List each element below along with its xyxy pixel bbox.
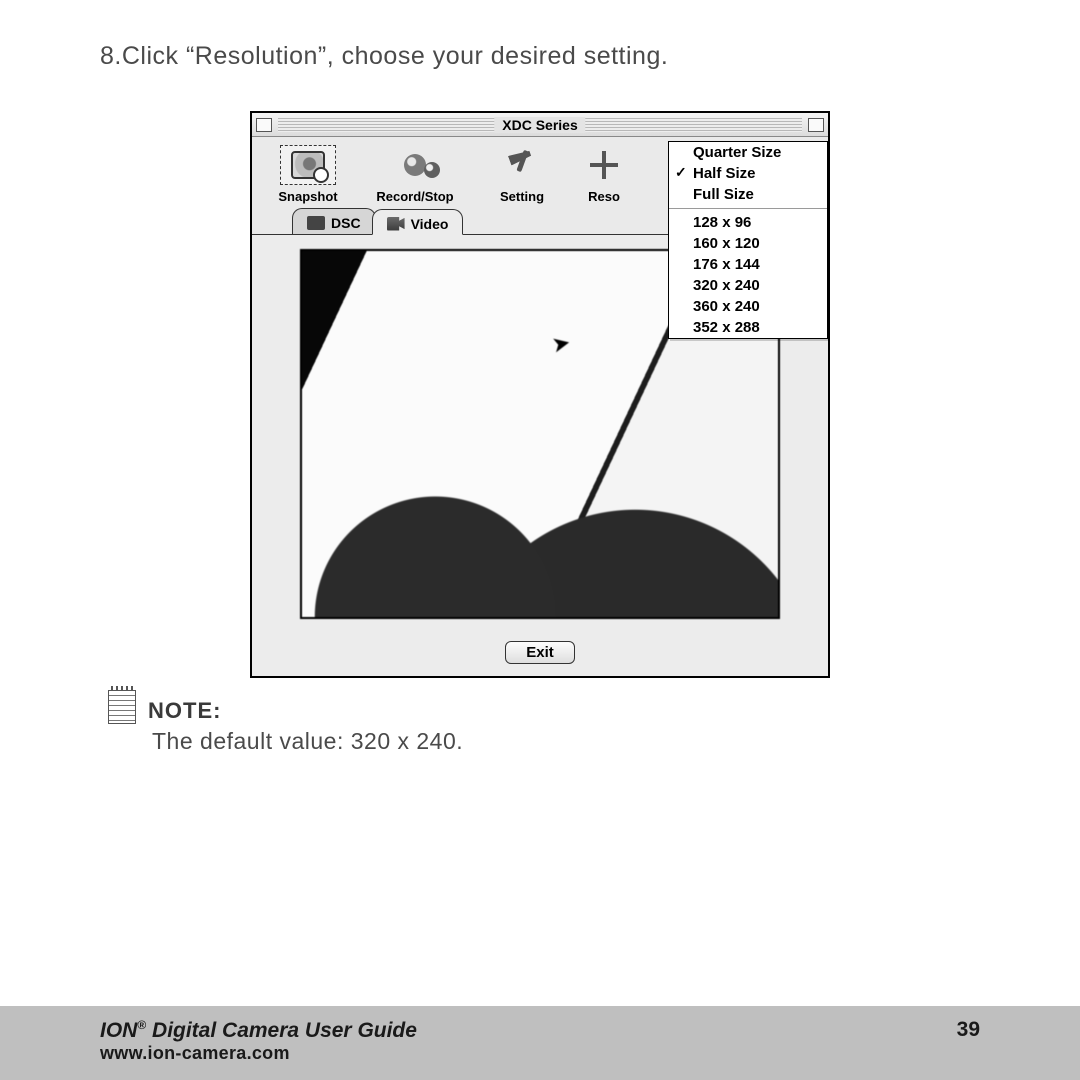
- resolution-menu[interactable]: Quarter Size Half Size Full Size 128 x 9…: [668, 141, 828, 339]
- snapshot-button[interactable]: Snapshot: [264, 145, 352, 204]
- window-title: XDC Series: [494, 117, 585, 133]
- footer-url: www.ion-camera.com: [100, 1043, 417, 1064]
- record-label: Record/Stop: [360, 189, 470, 204]
- page-number: 39: [957, 1018, 980, 1042]
- footer-left: ION® Digital Camera User Guide www.ion-c…: [100, 1018, 417, 1064]
- titlebar-close-box[interactable]: [256, 118, 272, 132]
- footer-title: ION® Digital Camera User Guide: [100, 1018, 417, 1043]
- footer-title-rest: Digital Camera User Guide: [146, 1019, 417, 1042]
- tab-dsc[interactable]: DSC: [292, 208, 376, 234]
- menu-item-half-size[interactable]: Half Size: [669, 163, 827, 184]
- setting-button[interactable]: Setting: [478, 145, 566, 204]
- resolution-label: Reso: [574, 189, 634, 204]
- note-label: NOTE:: [148, 698, 221, 724]
- registered-mark: ®: [137, 1018, 146, 1032]
- menu-item-320x240[interactable]: 320 x 240: [669, 275, 827, 296]
- cursor-icon: ➤: [549, 329, 572, 358]
- setting-label: Setting: [478, 189, 566, 204]
- note-icon: [108, 690, 136, 724]
- menu-item-176x144[interactable]: 176 x 144: [669, 254, 827, 275]
- menu-separator: [669, 208, 827, 209]
- footer-brand: ION: [100, 1019, 137, 1042]
- menu-item-352x288[interactable]: 352 x 288: [669, 317, 827, 338]
- tab-dsc-label: DSC: [331, 215, 361, 231]
- resolution-button[interactable]: Reso: [574, 145, 634, 204]
- window-titlebar[interactable]: XDC Series: [252, 113, 828, 137]
- tab-video[interactable]: Video: [372, 209, 464, 235]
- exit-button[interactable]: Exit: [505, 641, 575, 664]
- note-body: The default value: 320 x 240.: [152, 728, 980, 755]
- note-block: NOTE:: [108, 690, 980, 724]
- menu-item-quarter-size[interactable]: Quarter Size: [669, 142, 827, 163]
- tab-video-label: Video: [411, 216, 449, 232]
- snapshot-icon: [280, 145, 336, 185]
- step-instruction: 8.Click “Resolution”, choose your desire…: [100, 42, 980, 71]
- setting-icon: [494, 145, 550, 185]
- app-window: XDC Series Snapshot Record/Stop Setting: [250, 111, 830, 678]
- titlebar-zoom-box[interactable]: [808, 118, 824, 132]
- record-stop-button[interactable]: Record/Stop: [360, 145, 470, 204]
- menu-item-128x96[interactable]: 128 x 96: [669, 212, 827, 233]
- resolution-icon: [576, 145, 632, 185]
- video-icon: [387, 217, 405, 231]
- page-footer: ION® Digital Camera User Guide www.ion-c…: [0, 1006, 1080, 1080]
- camera-icon: [307, 216, 325, 230]
- manual-page: 8.Click “Resolution”, choose your desire…: [0, 0, 1080, 1080]
- record-icon: [387, 145, 443, 185]
- screenshot-container: XDC Series Snapshot Record/Stop Setting: [100, 111, 980, 678]
- menu-item-360x240[interactable]: 360 x 240: [669, 296, 827, 317]
- exit-row: Exit: [252, 631, 828, 676]
- menu-item-full-size[interactable]: Full Size: [669, 184, 827, 205]
- snapshot-label: Snapshot: [264, 189, 352, 204]
- menu-item-160x120[interactable]: 160 x 120: [669, 233, 827, 254]
